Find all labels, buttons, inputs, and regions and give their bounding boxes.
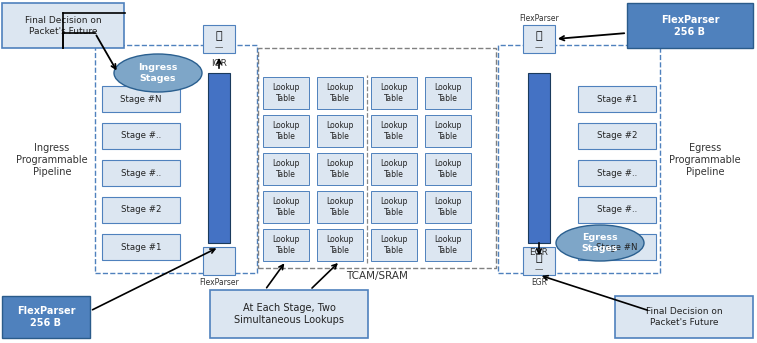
Text: FlexParser
256 B: FlexParser 256 B (17, 306, 75, 328)
Bar (2, 3, 124, 48)
Text: Lookup
Table: Lookup Table (380, 121, 408, 141)
Bar (102, 234, 180, 260)
Text: Stage #..: Stage #.. (597, 205, 637, 214)
Text: —: — (215, 43, 223, 52)
Text: Lookup
Table: Lookup Table (435, 159, 462, 179)
Bar (425, 115, 471, 147)
Bar (425, 77, 471, 109)
Bar (371, 153, 417, 185)
Text: Lookup
Table: Lookup Table (380, 235, 408, 255)
Bar (203, 25, 235, 53)
Bar (371, 77, 417, 109)
Text: Stage #..: Stage #.. (121, 168, 161, 177)
Bar (210, 290, 368, 338)
Text: Final Decision on
Packet's Future: Final Decision on Packet's Future (25, 16, 101, 36)
Text: Lookup
Table: Lookup Table (435, 197, 462, 217)
Bar (523, 25, 555, 53)
Text: Lookup
Table: Lookup Table (273, 235, 300, 255)
Text: Stage #2: Stage #2 (121, 205, 161, 214)
Bar (263, 77, 309, 109)
Bar (102, 123, 180, 149)
Text: Lookup
Table: Lookup Table (273, 121, 300, 141)
Bar (615, 296, 753, 338)
Text: Lookup
Table: Lookup Table (435, 83, 462, 103)
Text: Lookup
Table: Lookup Table (380, 159, 408, 179)
Text: Egress
Stages: Egress Stages (581, 233, 618, 253)
Text: —: — (534, 265, 544, 274)
Text: TCAM/SRAM: TCAM/SRAM (346, 271, 408, 281)
Text: Ingress
Programmable
Pipeline: Ingress Programmable Pipeline (16, 143, 88, 177)
Text: 🔨: 🔨 (216, 31, 223, 41)
Text: Stage #N: Stage #N (597, 243, 637, 251)
Bar (371, 191, 417, 223)
Bar (425, 229, 471, 261)
Text: Lookup
Table: Lookup Table (380, 197, 408, 217)
Bar (102, 197, 180, 223)
Text: Lookup
Table: Lookup Table (326, 159, 354, 179)
Bar (2, 296, 90, 338)
Text: 🔨: 🔨 (536, 31, 542, 41)
Text: Egress
Programmable
Pipeline: Egress Programmable Pipeline (669, 143, 741, 177)
Text: FlexParser: FlexParser (199, 278, 239, 287)
Text: —: — (534, 43, 544, 52)
Text: Stage #N: Stage #N (120, 95, 162, 104)
Bar (498, 45, 660, 273)
Text: FlexParser
256 B: FlexParser 256 B (661, 15, 719, 37)
Text: Lookup
Table: Lookup Table (435, 121, 462, 141)
Text: EGR: EGR (531, 278, 547, 287)
Bar (317, 77, 363, 109)
Bar (102, 160, 180, 186)
Bar (263, 191, 309, 223)
Bar (263, 229, 309, 261)
Bar (523, 247, 555, 275)
Bar (317, 229, 363, 261)
Bar (578, 197, 656, 223)
Text: FlexParser: FlexParser (519, 14, 559, 23)
Text: Final Decision on
Packet's Future: Final Decision on Packet's Future (646, 307, 722, 327)
Bar (317, 153, 363, 185)
Text: Stage #..: Stage #.. (121, 131, 161, 141)
Text: Lookup
Table: Lookup Table (435, 235, 462, 255)
Bar (208, 73, 230, 243)
Text: Stage #..: Stage #.. (597, 168, 637, 177)
Bar (95, 45, 257, 273)
Text: Lookup
Table: Lookup Table (273, 159, 300, 179)
Bar (578, 86, 656, 112)
Bar (203, 247, 235, 275)
Bar (578, 234, 656, 260)
Text: Lookup
Table: Lookup Table (273, 197, 300, 217)
Bar (102, 86, 180, 112)
Bar (371, 115, 417, 147)
Bar (371, 229, 417, 261)
Ellipse shape (556, 225, 644, 261)
Bar (578, 160, 656, 186)
Bar (627, 3, 753, 48)
Bar (263, 115, 309, 147)
Ellipse shape (114, 54, 202, 92)
Bar (263, 153, 309, 185)
Text: Lookup
Table: Lookup Table (326, 235, 354, 255)
Bar (578, 123, 656, 149)
Text: EGR: EGR (530, 248, 548, 257)
Text: 🔨: 🔨 (536, 253, 542, 263)
Bar (258, 48, 496, 268)
Bar (425, 191, 471, 223)
Bar (528, 73, 550, 243)
Bar (317, 115, 363, 147)
Bar (425, 153, 471, 185)
Text: Lookup
Table: Lookup Table (326, 83, 354, 103)
Text: Lookup
Table: Lookup Table (273, 83, 300, 103)
Text: Lookup
Table: Lookup Table (326, 197, 354, 217)
Text: Stage #1: Stage #1 (597, 95, 637, 104)
Text: Lookup
Table: Lookup Table (380, 83, 408, 103)
Text: At Each Stage, Two
Simultaneous Lookups: At Each Stage, Two Simultaneous Lookups (234, 303, 344, 325)
Text: IGR: IGR (211, 59, 227, 68)
Text: Lookup
Table: Lookup Table (326, 121, 354, 141)
Text: Ingress
Stages: Ingress Stages (139, 63, 178, 83)
Text: Stage #1: Stage #1 (121, 243, 161, 251)
Bar (317, 191, 363, 223)
Text: Stage #2: Stage #2 (597, 131, 637, 141)
